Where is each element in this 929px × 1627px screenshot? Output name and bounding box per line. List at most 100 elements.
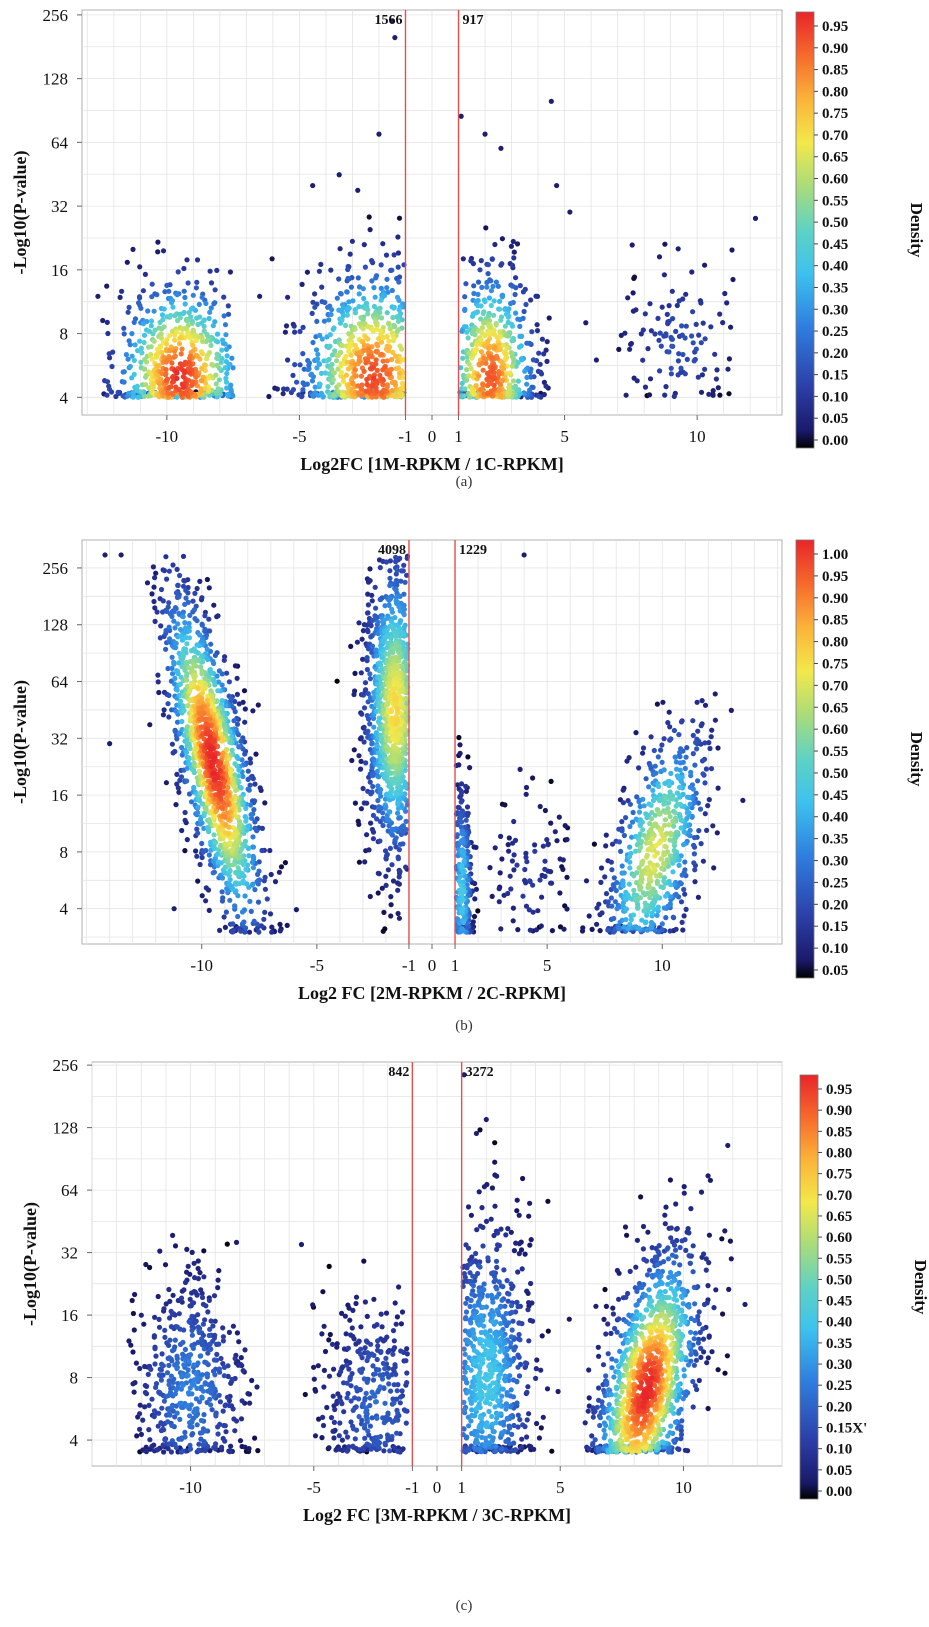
data-point — [183, 595, 189, 601]
data-point — [356, 821, 362, 828]
data-point — [459, 926, 465, 932]
data-point — [702, 811, 708, 817]
data-point — [492, 845, 498, 851]
data-point — [468, 366, 474, 372]
data-point — [163, 554, 169, 560]
data-point — [515, 378, 522, 384]
data-point — [532, 842, 538, 848]
data-point — [702, 366, 708, 372]
data-point — [487, 322, 493, 329]
data-point — [393, 728, 399, 735]
data-point — [181, 288, 187, 294]
data-point — [359, 636, 365, 642]
data-point — [329, 307, 335, 313]
data-point — [169, 390, 175, 396]
x-tick-label: 5 — [560, 427, 569, 446]
data-point — [544, 339, 550, 345]
data-point — [210, 323, 216, 329]
data-point — [642, 311, 648, 317]
data-point — [671, 393, 677, 399]
data-point — [700, 320, 706, 326]
data-point — [310, 182, 316, 189]
data-point — [548, 778, 554, 785]
data-point — [203, 300, 209, 307]
data-point — [204, 646, 210, 653]
colorbar-tick-label: 0.75 — [822, 106, 848, 122]
data-point — [375, 619, 381, 625]
data-point — [654, 701, 661, 707]
data-point — [470, 389, 476, 395]
data-point — [158, 623, 164, 629]
data-point — [155, 239, 161, 245]
data-point — [130, 246, 136, 252]
data-point — [393, 654, 399, 661]
data-point — [695, 374, 701, 380]
data-point — [544, 837, 550, 843]
data-point — [175, 317, 181, 324]
data-point — [542, 858, 548, 864]
data-point — [193, 337, 199, 344]
data-point — [252, 798, 258, 804]
data-point — [236, 744, 242, 750]
data-point — [223, 822, 229, 828]
data-point — [355, 187, 361, 193]
data-point — [153, 352, 159, 358]
data-point — [395, 327, 402, 333]
data-point — [377, 715, 383, 721]
data-point — [340, 313, 346, 319]
data-point — [457, 742, 463, 748]
colorbar-tick-label: 0.50 — [822, 215, 848, 231]
data-point — [695, 894, 702, 900]
data-point — [292, 329, 298, 335]
data-point — [381, 909, 387, 916]
data-point — [336, 382, 342, 388]
data-point — [236, 767, 242, 773]
data-point — [554, 838, 560, 844]
data-point — [384, 853, 390, 859]
data-point — [504, 355, 510, 361]
data-point — [258, 923, 264, 929]
data-point — [480, 382, 486, 388]
data-point — [105, 330, 111, 337]
colorbar-tick-label: 0.70 — [822, 128, 848, 144]
data-point — [151, 598, 157, 605]
data-point — [250, 834, 256, 840]
data-point — [171, 618, 177, 624]
data-point — [493, 279, 499, 285]
data-point — [223, 375, 229, 381]
data-point — [461, 393, 467, 399]
data-point — [206, 907, 212, 914]
data-point — [708, 734, 714, 740]
data-point — [464, 367, 470, 373]
data-point — [349, 238, 355, 244]
data-point — [351, 691, 357, 698]
data-point — [199, 668, 205, 674]
data-point — [638, 331, 644, 337]
y-tick-label: 8 — [60, 325, 69, 344]
data-point — [218, 359, 224, 365]
data-point — [269, 256, 275, 262]
data-point — [253, 751, 259, 757]
data-point — [166, 714, 172, 720]
data-point — [598, 879, 604, 886]
data-point — [486, 373, 492, 380]
data-point — [135, 348, 141, 354]
data-point — [383, 252, 390, 258]
data-point — [171, 609, 177, 615]
data-point — [358, 315, 364, 321]
data-point — [167, 332, 173, 339]
data-point — [534, 328, 541, 334]
data-point — [358, 670, 364, 676]
data-point — [491, 376, 497, 382]
data-point — [195, 321, 201, 328]
data-point — [506, 848, 512, 854]
data-point — [458, 799, 464, 805]
data-point — [148, 376, 154, 383]
data-point — [682, 891, 688, 897]
data-point — [336, 276, 342, 282]
data-point — [233, 880, 239, 886]
data-point — [216, 377, 222, 383]
data-point — [402, 579, 408, 585]
data-point — [211, 832, 217, 838]
data-point — [656, 337, 662, 343]
